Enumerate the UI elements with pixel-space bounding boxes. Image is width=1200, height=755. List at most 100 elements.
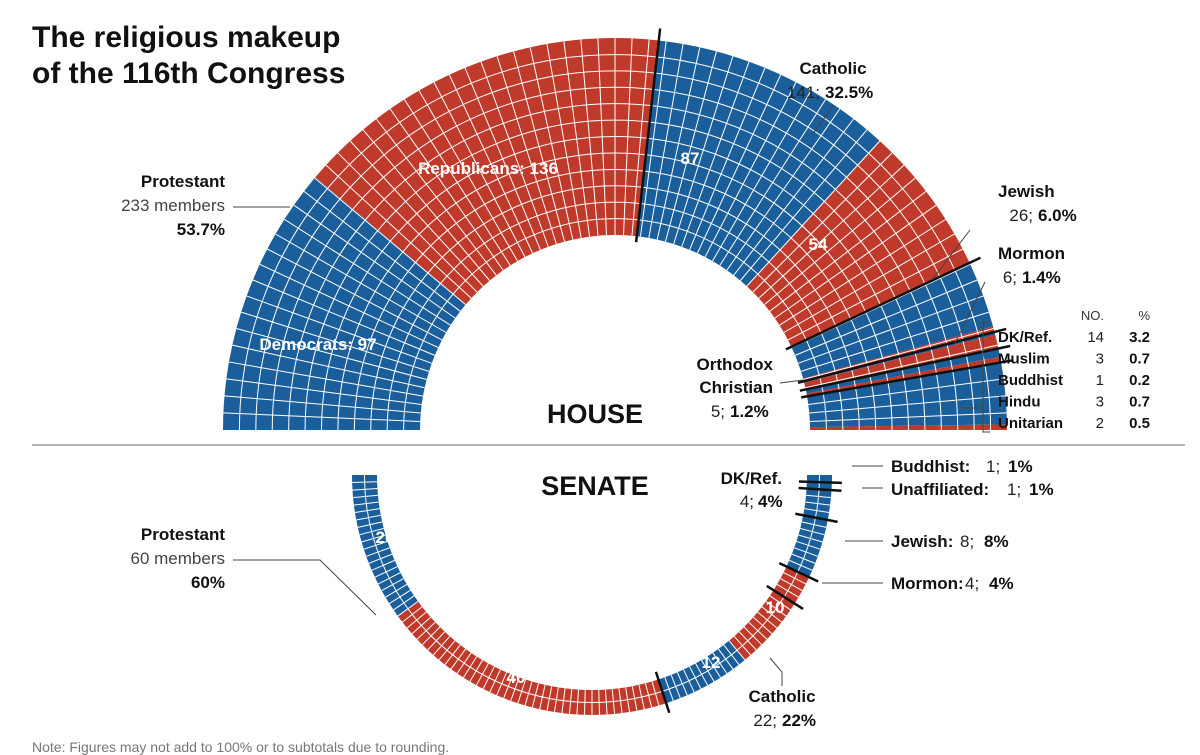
other-header-pct: % <box>1138 308 1150 323</box>
senate-spoke-line <box>728 640 746 661</box>
house-spoke-line <box>275 233 447 333</box>
other-row-no: 2 <box>1096 415 1104 432</box>
senate-spoke-line <box>393 595 415 611</box>
senate-spoke-line <box>695 663 709 686</box>
senate-spoke-line <box>738 631 757 651</box>
house-protestant-pct: 53.7% <box>177 220 225 239</box>
other-row-name: Hindu <box>998 394 1041 411</box>
senate-spoke-line <box>517 679 527 704</box>
house-group-boundary <box>799 344 1011 392</box>
senate-spoke-line <box>496 672 508 696</box>
senate-buddhist-name: Buddhist: <box>891 457 970 476</box>
senate-spoke-line <box>644 683 653 708</box>
senate-spoke-line <box>676 672 688 696</box>
senate-spoke-line <box>664 677 674 701</box>
chart-note: Note: Figures may not add to 100% or to … <box>32 739 449 755</box>
house-spoke-line <box>267 248 443 341</box>
house-spoke-line <box>349 140 484 287</box>
senate-spoke-line <box>683 669 695 693</box>
house-spoke-line <box>259 263 439 349</box>
senate-spoke-line <box>805 494 831 499</box>
senate-spoke-line <box>765 600 787 617</box>
house-orthodox-leader <box>779 379 804 384</box>
house-spoke-line <box>224 395 421 414</box>
house-mormon-count: 6; <box>1003 268 1017 287</box>
senate-spoke-line <box>356 514 381 521</box>
senate-spoke-line <box>689 666 702 690</box>
house-group-boundary <box>800 359 1014 399</box>
senate-spoke-line <box>805 501 831 506</box>
house-spoke-line <box>337 152 478 293</box>
house-spoke-line <box>252 279 436 356</box>
house-spoke-line <box>284 218 451 326</box>
house-catholic-leader <box>811 105 834 136</box>
senate-spoke-line <box>462 656 478 678</box>
house-spoke-line <box>303 190 461 312</box>
senate-spoke-line <box>503 674 514 699</box>
senate-spoke-line <box>411 616 432 635</box>
senate-jewish-count: 8; <box>960 532 974 551</box>
senate-spoke-line <box>374 566 398 578</box>
senate-group-boundary <box>654 671 671 714</box>
senate-spoke-line <box>389 589 411 605</box>
senate-group-boundary <box>766 584 804 611</box>
senate-spoke-line <box>385 584 408 598</box>
senate-spoke-line <box>416 621 436 640</box>
senate-parliament-arcs <box>352 475 832 715</box>
senate-spoke-line <box>789 559 813 571</box>
house-spoke-line <box>800 311 990 372</box>
house-catholic-name: Catholic <box>799 59 866 78</box>
house-spoke-line <box>433 82 526 258</box>
senate-spoke-line <box>583 689 586 715</box>
house-seat-grid <box>223 38 1007 431</box>
senate-spoke-line <box>712 652 728 674</box>
senate-catholic-count: 22; <box>753 711 777 730</box>
senate-protestant-name: Protestant <box>141 525 225 544</box>
house-spoke-line <box>375 118 497 276</box>
senate-spoke-line <box>546 686 553 711</box>
senate-spoke-line <box>456 652 472 674</box>
senate-spoke-line <box>701 659 715 682</box>
senate-spoke-line <box>357 521 383 528</box>
house-mormon-pct: 1.4% <box>1022 268 1061 287</box>
house-spoke-line <box>739 129 868 281</box>
house-spoke-line <box>805 344 998 389</box>
house-orthodox-name1: Orthodox <box>697 355 774 374</box>
senate-spoke-line <box>748 621 768 640</box>
senate-spoke-line <box>611 688 616 714</box>
senate-spoke-line <box>576 689 579 715</box>
house-spoke-line <box>719 99 827 266</box>
senate-spoke-line <box>801 521 827 528</box>
house-orthodox-callout: Orthodox Christian 5; 1.2% <box>697 355 804 421</box>
house-spoke-line <box>623 38 633 236</box>
house-spoke-line <box>648 43 684 239</box>
house-other-table: NO. % DK/Ref. 14 3.2 Muslim 3 0.7 Buddhist 1 0.2… <box>960 308 1150 433</box>
other-row-no: 14 <box>1087 329 1104 346</box>
senate-buddhist-callout: Buddhist: 1; 1% <box>852 457 1033 476</box>
other-row-name: Buddhist <box>998 372 1063 389</box>
senate-spoke-line <box>780 578 803 592</box>
house-spoke-line <box>809 412 1007 422</box>
house-group-boundaries <box>634 28 1014 399</box>
house-democrats-label: Democrats: 97 <box>259 335 376 354</box>
senate-spoke-line <box>371 559 395 571</box>
senate-jewish-callout: Jewish: 8; 8% <box>845 532 1009 551</box>
house-orthodox-pct: 1.2% <box>730 402 769 421</box>
chart-title-line1: The religious makeup <box>32 21 340 54</box>
senate-spoke-line <box>553 687 559 713</box>
house-spoke-line <box>774 204 937 319</box>
house-spoke-line <box>733 118 855 276</box>
house-spoke-line <box>236 328 427 381</box>
senate-spoke-line <box>796 540 821 550</box>
senate-spoke-line <box>625 687 631 713</box>
house-mormon-name: Mormon <box>998 244 1065 263</box>
senate-spoke-line <box>733 635 752 656</box>
house-protestant-callout: Protestant 233 members 53.7% <box>121 172 290 239</box>
senate-spoke-line <box>482 666 495 690</box>
senate-catholic-callout: Catholic 22; 22% <box>748 657 816 730</box>
other-row-no: 3 <box>1096 351 1104 368</box>
senate-spoke-line <box>670 674 681 699</box>
senate-protestant-leader <box>233 559 377 616</box>
senate-spoke-line <box>354 508 380 514</box>
house-spoke-line <box>240 311 430 372</box>
